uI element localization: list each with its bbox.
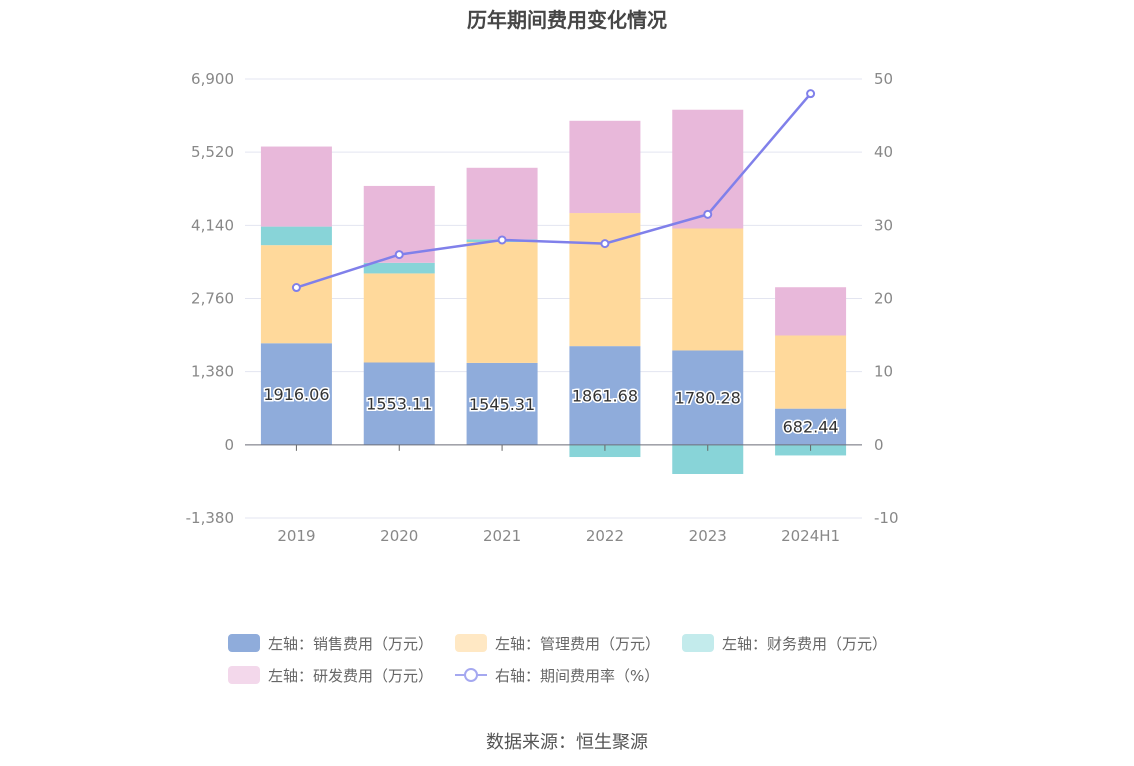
bar-segment xyxy=(260,226,332,246)
bar-segment xyxy=(672,109,744,229)
legend-swatch-ratio xyxy=(455,666,488,684)
y-left-tick-label: 6,900 xyxy=(191,70,234,88)
legend-swatch-sales xyxy=(228,634,260,652)
data-label: 1916.06 xyxy=(263,385,329,404)
ratio-point xyxy=(806,89,816,99)
bar-segment xyxy=(672,350,744,445)
y-left-tick-label: 5,520 xyxy=(191,143,234,161)
data-label: 1780.28 xyxy=(675,389,741,408)
x-tick-label: 2021 xyxy=(483,527,521,545)
ratio-point xyxy=(394,250,404,260)
legend-label-rnd: 左轴：研发费用（万元） xyxy=(268,666,434,685)
y-right-tick-label: 20 xyxy=(874,290,893,308)
legend-swatch-finance xyxy=(682,634,715,652)
bar-segment xyxy=(569,120,641,214)
y-right-tick-label: 40 xyxy=(874,143,893,161)
bar-segment xyxy=(672,228,744,351)
bar-segment xyxy=(363,262,435,274)
legend-label-admin: 左轴：管理费用（万元） xyxy=(495,634,661,653)
bar-segment xyxy=(363,362,435,445)
y-left-tick-label: 4,140 xyxy=(191,216,234,234)
y-left-tick-label: 2,760 xyxy=(191,290,234,308)
y-right-tick-label: 50 xyxy=(874,70,893,88)
y-right-tick-label: 10 xyxy=(874,363,893,381)
y-left-tick-label: 1,380 xyxy=(191,363,234,381)
stacked-bar-line-chart: 6,900 5,520 4,140 2,760 1,380 0 -1,380 50 40 30 20… xyxy=(186,70,899,545)
bar-segment xyxy=(775,408,847,445)
data-source: 数据来源：恒生聚源 xyxy=(486,732,648,753)
bar-segment xyxy=(466,167,538,240)
ratio-point xyxy=(600,239,610,249)
legend-item-finance[interactable]: 左轴：财务费用（万元） xyxy=(682,633,887,654)
legend-label-sales: 左轴：销售费用（万元） xyxy=(268,634,434,653)
legend-item-sales[interactable]: 左轴：销售费用（万元） xyxy=(228,633,433,654)
x-tick-label: 2019 xyxy=(277,527,315,545)
legend-item-rnd[interactable]: 左轴：研发费用（万元） xyxy=(228,665,433,686)
y-right-tick-label: 0 xyxy=(874,436,884,454)
bar-segment xyxy=(363,273,435,363)
bar-segment xyxy=(569,444,641,458)
legend-item-admin[interactable]: 左轴：管理费用（万元） xyxy=(455,633,660,654)
data-label: 682.44 xyxy=(783,418,839,437)
ratio-point xyxy=(703,209,713,219)
bar-segment xyxy=(466,242,538,363)
bar-segment xyxy=(569,346,641,445)
legend-item-ratio[interactable]: 右轴：期间费用率（%） xyxy=(455,665,659,686)
legend-label-finance: 左轴：财务费用（万元） xyxy=(722,634,888,653)
ratio-point xyxy=(497,235,507,245)
bar-segment xyxy=(260,146,332,227)
data-label: 1545.31 xyxy=(469,395,535,414)
ratio-line xyxy=(296,92,812,289)
legend-swatch-rnd xyxy=(228,666,260,684)
chart-title: 历年期间费用变化情况 xyxy=(467,8,667,32)
bar-segment xyxy=(466,362,538,445)
legend-label-ratio: 右轴：期间费用率（%） xyxy=(495,666,660,685)
y-left-tick-label: 0 xyxy=(224,436,234,454)
bar-segment xyxy=(260,343,332,445)
y-right-tick-label: -10 xyxy=(874,509,899,527)
legend: 左轴：销售费用（万元） 左轴：管理费用（万元） 左轴：财务费用（万元） 左轴：研… xyxy=(228,632,928,696)
bar-segment xyxy=(775,335,847,409)
x-tick-label: 2020 xyxy=(380,527,418,545)
data-label: 1861.68 xyxy=(572,386,638,405)
data-label: 1553.11 xyxy=(366,395,432,414)
legend-swatch-admin xyxy=(455,634,488,652)
x-tick-label: 2022 xyxy=(586,527,624,545)
y-right-tick-label: 30 xyxy=(874,216,893,234)
bar-segment xyxy=(775,287,847,336)
ratio-point xyxy=(291,283,301,293)
bar-segment xyxy=(260,245,332,344)
bar-segment xyxy=(569,213,641,347)
x-tick-label: 2023 xyxy=(689,527,727,545)
x-tick-label: 2024H1 xyxy=(781,527,840,545)
y-left-tick-label: -1,380 xyxy=(186,509,234,527)
